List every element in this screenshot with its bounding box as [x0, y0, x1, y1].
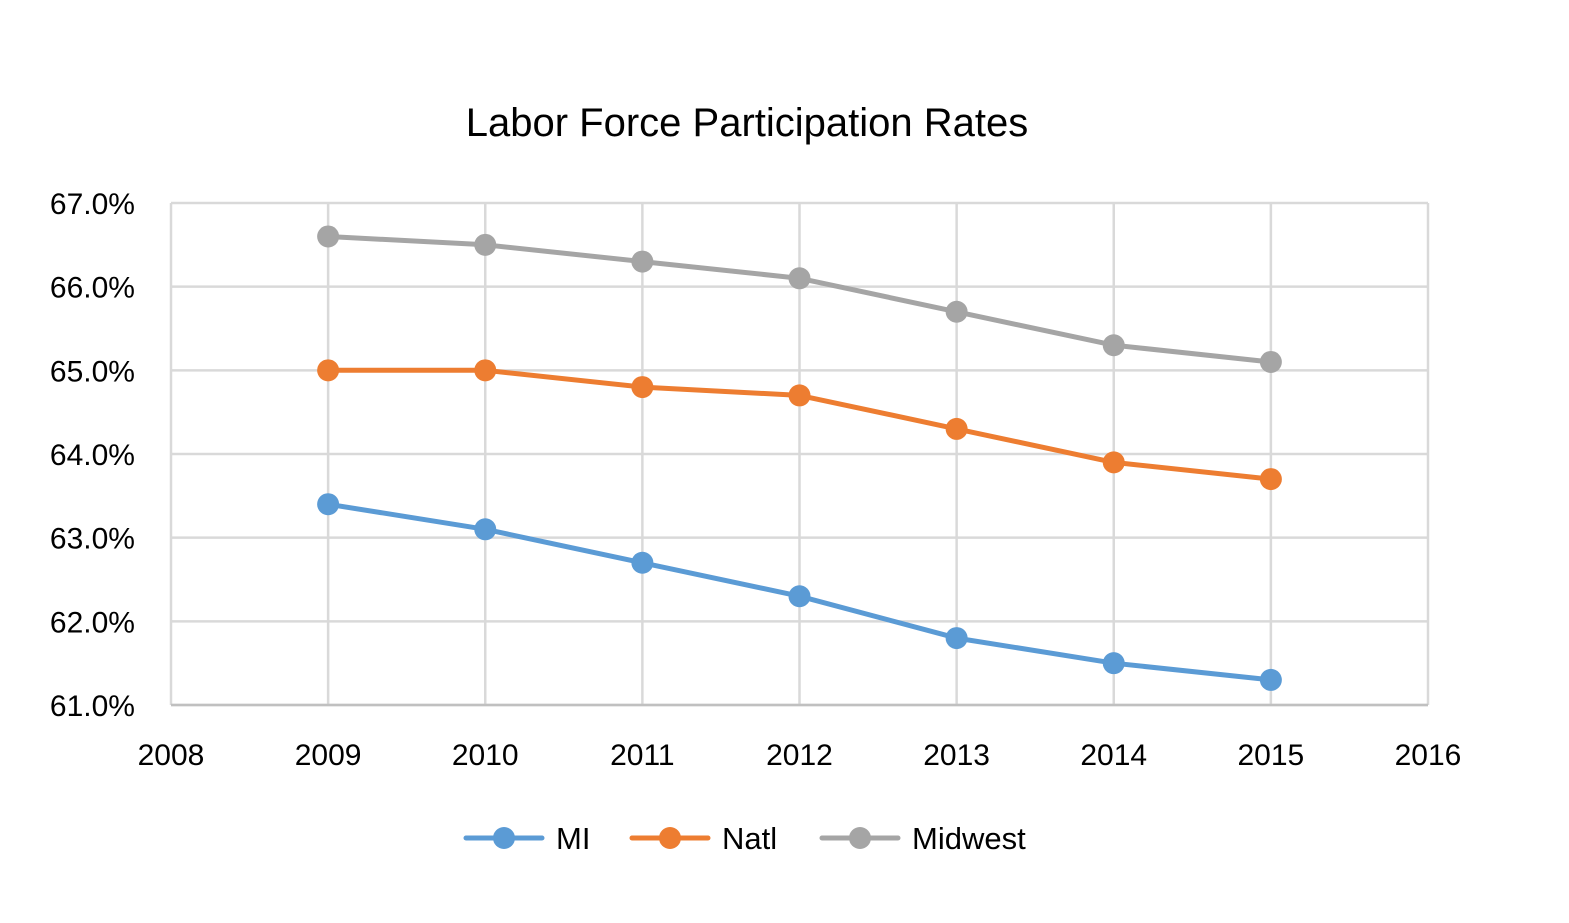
x-tick-label: 2009 — [295, 739, 362, 772]
data-point-mi — [317, 493, 340, 516]
data-point-midwest — [945, 300, 968, 323]
legend-marker-midwest — [849, 827, 871, 849]
data-point-natl — [1259, 468, 1282, 491]
data-point-midwest — [1259, 350, 1282, 373]
x-tick-label: 2016 — [1395, 739, 1462, 772]
y-tick-label: 67.0% — [50, 188, 135, 221]
chart-title: Labor Force Participation Rates — [466, 101, 1029, 145]
data-point-natl — [474, 359, 497, 382]
legend-marker-mi — [493, 827, 515, 849]
x-tick-label: 2014 — [1080, 739, 1147, 772]
x-tick-label: 2010 — [452, 739, 519, 772]
y-tick-label: 63.0% — [50, 523, 135, 556]
legend-label-midwest: Midwest — [912, 821, 1026, 856]
legend: MI Natl Midwest — [463, 821, 1026, 856]
y-tick-label: 66.0% — [50, 272, 135, 305]
legend-label-mi: MI — [556, 821, 590, 856]
data-point-mi — [788, 585, 811, 608]
legend-marker-natl — [659, 827, 681, 849]
data-point-natl — [1102, 451, 1125, 474]
data-point-mi — [631, 551, 654, 574]
y-tick-label: 65.0% — [50, 355, 135, 388]
x-tick-label: 2013 — [923, 739, 990, 772]
data-point-mi — [1102, 652, 1125, 675]
data-point-midwest — [1102, 334, 1125, 357]
legend-label-natl: Natl — [722, 821, 777, 856]
data-point-mi — [945, 627, 968, 650]
data-point-natl — [788, 384, 811, 407]
data-point-midwest — [631, 250, 654, 273]
data-point-midwest — [788, 267, 811, 290]
data-point-mi — [1259, 668, 1282, 691]
y-tick-label: 64.0% — [50, 439, 135, 472]
x-tick-label: 2015 — [1238, 739, 1305, 772]
plot-area: 61.0% 62.0% 63.0% 64.0% 65.0% 66.0% 67.0% 2008 2… — [50, 188, 1461, 772]
y-tick-label: 62.0% — [50, 606, 135, 639]
data-point-natl — [945, 417, 968, 440]
data-point-midwest — [317, 225, 340, 248]
data-point-natl — [317, 359, 340, 382]
x-tick-label: 2008 — [138, 739, 205, 772]
x-tick-label: 2012 — [766, 739, 833, 772]
data-point-mi — [474, 518, 497, 541]
x-tick-label: 2011 — [610, 739, 675, 772]
y-tick-label: 61.0% — [50, 690, 135, 723]
data-point-midwest — [474, 233, 497, 256]
data-point-natl — [631, 376, 654, 399]
